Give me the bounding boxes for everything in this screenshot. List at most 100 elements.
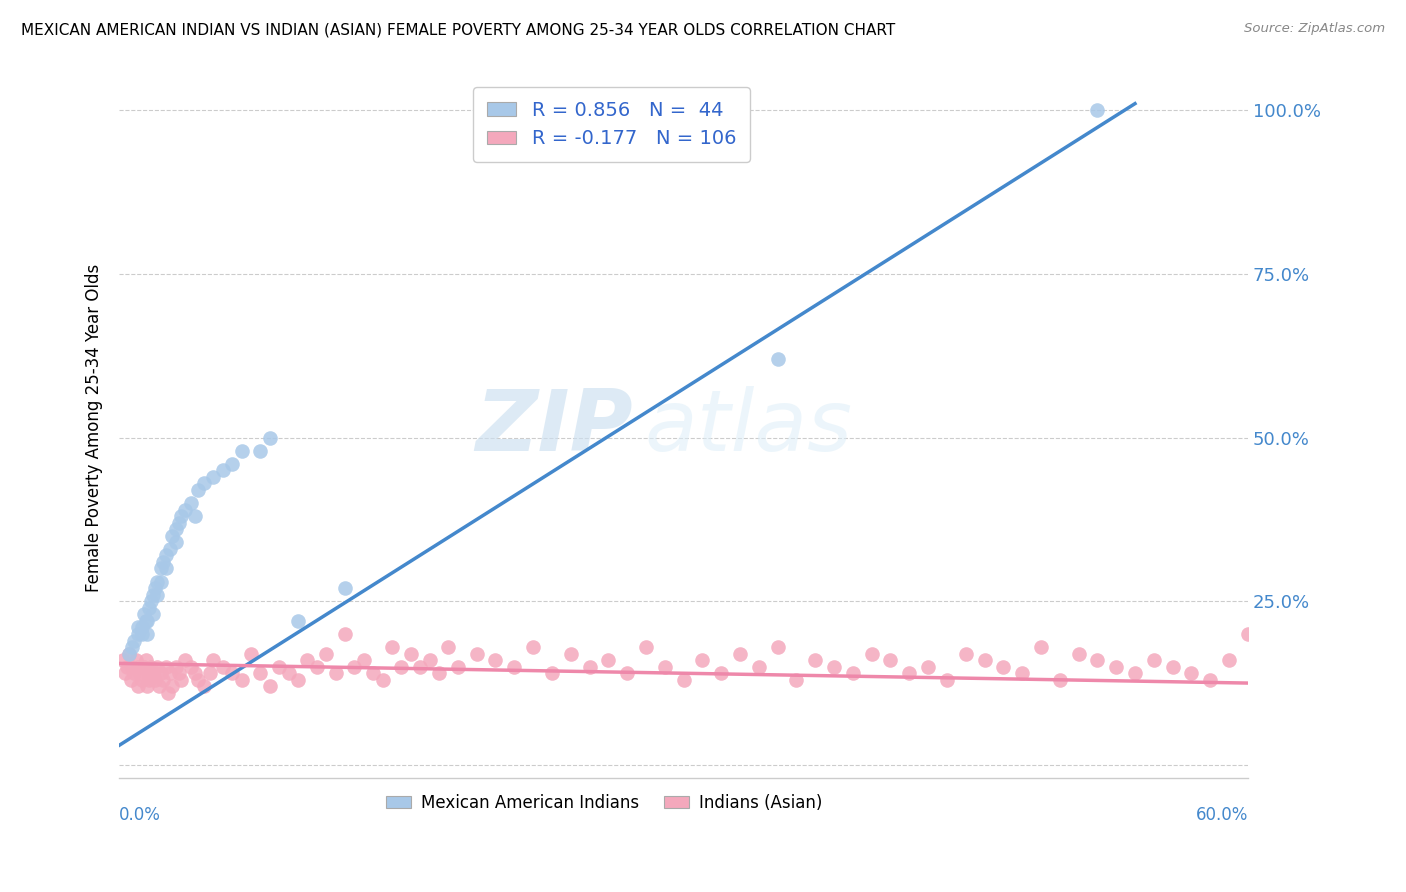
Point: [560, 647, 582, 661]
Point: [361, 666, 384, 681]
Point: [165, 522, 187, 536]
Point: [1085, 653, 1108, 667]
Point: [1123, 666, 1146, 681]
Point: [325, 666, 347, 681]
Point: [269, 659, 291, 673]
Point: [146, 574, 169, 589]
Point: [131, 673, 153, 687]
Point: [121, 659, 143, 673]
Point: [748, 659, 770, 673]
Point: [211, 659, 233, 673]
Point: [169, 666, 191, 681]
Point: [159, 541, 181, 556]
Point: [146, 659, 169, 673]
Point: [202, 470, 225, 484]
Point: [183, 509, 205, 524]
Point: [427, 666, 450, 681]
Point: [193, 476, 215, 491]
Point: [155, 561, 177, 575]
Point: [766, 640, 789, 654]
Point: [198, 666, 221, 681]
Point: [917, 659, 939, 673]
Point: [955, 647, 977, 661]
Point: [142, 588, 165, 602]
Point: [114, 666, 136, 681]
Point: [672, 673, 695, 687]
Point: [249, 443, 271, 458]
Point: [127, 679, 149, 693]
Point: [148, 679, 170, 693]
Point: [419, 653, 441, 667]
Point: [138, 600, 160, 615]
Point: [437, 640, 460, 654]
Text: 0.0%: 0.0%: [120, 806, 162, 824]
Point: [174, 653, 197, 667]
Point: [578, 659, 600, 673]
Point: [371, 673, 394, 687]
Point: [127, 620, 149, 634]
Point: [152, 555, 174, 569]
Point: [135, 614, 157, 628]
Point: [180, 496, 202, 510]
Point: [221, 666, 243, 681]
Point: [142, 666, 165, 681]
Point: [231, 673, 253, 687]
Point: [728, 647, 751, 661]
Point: [187, 673, 209, 687]
Point: [447, 659, 470, 673]
Point: [146, 588, 169, 602]
Point: [879, 653, 901, 667]
Point: [277, 666, 299, 681]
Point: [860, 647, 883, 661]
Point: [121, 640, 143, 654]
Point: [259, 679, 281, 693]
Point: [634, 640, 657, 654]
Point: [1049, 673, 1071, 687]
Point: [141, 594, 163, 608]
Y-axis label: Female Poverty Among 25-34 Year Olds: Female Poverty Among 25-34 Year Olds: [86, 264, 103, 592]
Point: [183, 666, 205, 681]
Point: [160, 529, 183, 543]
Point: [1218, 653, 1240, 667]
Point: [174, 502, 197, 516]
Point: [484, 653, 506, 667]
Point: [409, 659, 432, 673]
Point: [503, 659, 526, 673]
Point: [1085, 103, 1108, 118]
Point: [187, 483, 209, 497]
Point: [766, 351, 789, 366]
Point: [1143, 653, 1166, 667]
Point: [935, 673, 957, 687]
Text: atlas: atlas: [644, 386, 852, 469]
Point: [259, 431, 281, 445]
Point: [124, 633, 146, 648]
Point: [169, 516, 191, 530]
Point: [973, 653, 995, 667]
Point: [239, 647, 262, 661]
Legend: Mexican American Indians, Indians (Asian): Mexican American Indians, Indians (Asian…: [380, 788, 830, 819]
Point: [211, 463, 233, 477]
Text: ZIP: ZIP: [475, 386, 633, 469]
Point: [157, 686, 180, 700]
Point: [125, 653, 148, 667]
Point: [1067, 647, 1090, 661]
Text: Source: ZipAtlas.com: Source: ZipAtlas.com: [1244, 22, 1385, 36]
Point: [170, 673, 193, 687]
Point: [785, 673, 807, 687]
Point: [333, 627, 356, 641]
Point: [692, 653, 714, 667]
Point: [132, 607, 155, 622]
Point: [333, 581, 356, 595]
Point: [149, 666, 172, 681]
Point: [131, 620, 153, 634]
Point: [131, 627, 153, 641]
Point: [522, 640, 544, 654]
Point: [115, 659, 138, 673]
Point: [155, 549, 177, 563]
Point: [132, 659, 155, 673]
Point: [315, 647, 337, 661]
Point: [654, 659, 676, 673]
Point: [465, 647, 488, 661]
Point: [193, 679, 215, 693]
Point: [136, 614, 159, 628]
